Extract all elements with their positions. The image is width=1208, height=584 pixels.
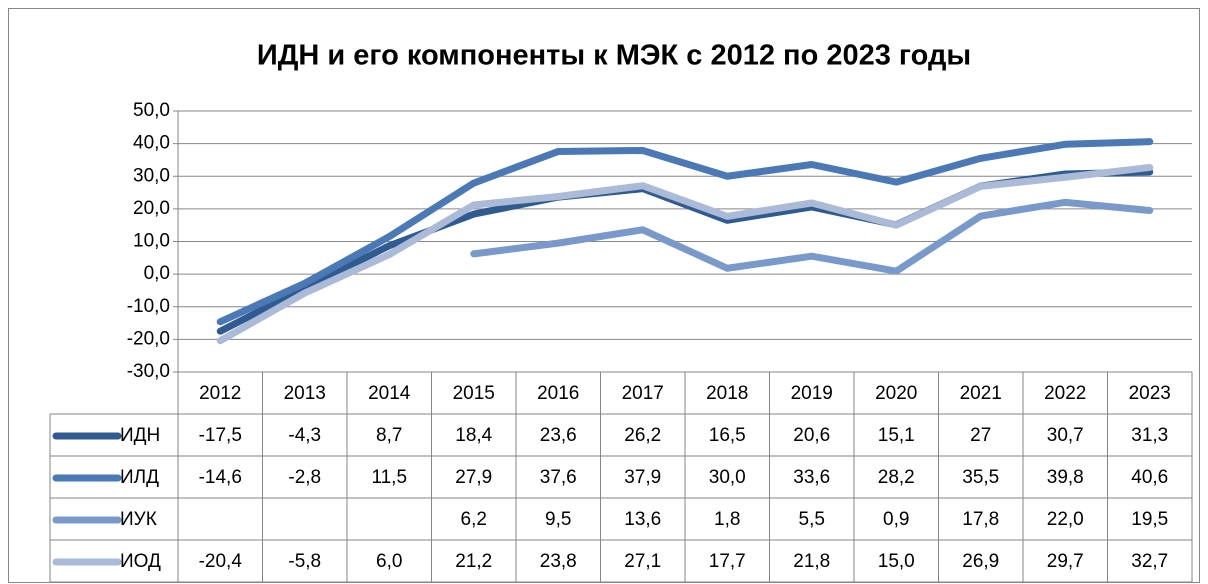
legend-label: ИДН — [120, 425, 160, 446]
x-tick-label: 2020 — [875, 383, 917, 404]
table-value: -2,8 — [288, 467, 321, 488]
table-value: -4,3 — [288, 425, 321, 446]
y-tick-label: 10,0 — [133, 231, 170, 252]
table-value: 20,6 — [793, 425, 830, 446]
table-value: 19,5 — [1131, 509, 1168, 530]
y-tick-label: 50,0 — [133, 100, 170, 121]
x-tick-label: 2016 — [537, 383, 579, 404]
table-value: 15,0 — [878, 551, 915, 572]
table-value: 8,7 — [376, 425, 402, 446]
table-value: 17,8 — [962, 509, 999, 530]
table-value: 16,5 — [709, 425, 746, 446]
table-value: -5,8 — [288, 551, 321, 572]
table-value: 29,7 — [1047, 551, 1084, 572]
table-value: 21,2 — [455, 551, 492, 572]
table-value: 28,2 — [878, 467, 915, 488]
table-value: 32,7 — [1131, 551, 1168, 572]
y-tick-label: -20,0 — [127, 328, 170, 349]
series-line — [216, 163, 1154, 345]
x-tick-label: 2017 — [622, 383, 664, 404]
table-value: 37,9 — [624, 467, 661, 488]
y-tick-label: 0,0 — [144, 263, 170, 284]
table-value: 27,1 — [624, 551, 661, 572]
table-value: 40,6 — [1131, 467, 1168, 488]
table-value: -20,4 — [199, 551, 243, 572]
y-tick-label: -30,0 — [127, 361, 170, 382]
chart-border — [8, 8, 1200, 583]
table-value: 33,6 — [793, 467, 830, 488]
table-value: 18,4 — [455, 425, 492, 446]
table-value: 13,6 — [624, 509, 661, 530]
table-value: 27 — [970, 425, 991, 446]
table-value: -17,5 — [199, 425, 242, 446]
chart-title: ИДН и его компоненты к МЭК с 2012 по 202… — [257, 40, 971, 72]
x-tick-label: 2015 — [453, 383, 495, 404]
legend-label: ИЛД — [120, 467, 159, 488]
table-value: 1,8 — [714, 509, 740, 530]
x-tick-label: 2013 — [284, 383, 326, 404]
table-value: 35,5 — [962, 467, 999, 488]
y-tick-label: 40,0 — [133, 133, 170, 154]
table-value: 23,6 — [540, 425, 577, 446]
series-line — [470, 198, 1154, 275]
x-tick-label: 2014 — [368, 383, 411, 404]
y-tick-label: 30,0 — [133, 165, 170, 186]
table-value: 30,7 — [1047, 425, 1084, 446]
table-value: 6,2 — [461, 509, 487, 530]
table-value: 11,5 — [371, 467, 407, 488]
table-value: 6,0 — [376, 551, 402, 572]
x-tick-label: 2019 — [791, 383, 833, 404]
x-tick-label: 2021 — [960, 383, 1002, 404]
table-value: 26,9 — [962, 551, 999, 572]
table-value: 23,8 — [540, 551, 577, 572]
table-value: 31,3 — [1131, 425, 1168, 446]
legend-label: ИОД — [120, 551, 161, 572]
table-value: 5,5 — [799, 509, 825, 530]
y-tick-label: -10,0 — [127, 296, 170, 317]
table-value: 9,5 — [545, 509, 571, 530]
x-tick-label: 2022 — [1044, 383, 1086, 404]
series-line — [216, 138, 1154, 326]
table-value: 39,8 — [1047, 467, 1084, 488]
table-value: 37,6 — [540, 467, 577, 488]
x-tick-label: 2018 — [706, 383, 748, 404]
y-tick-label: 20,0 — [133, 198, 170, 219]
legend-label: ИУК — [120, 509, 157, 530]
table-value: 30,0 — [709, 467, 746, 488]
table-value: 27,9 — [455, 467, 492, 488]
table-value: 0,9 — [883, 509, 909, 530]
x-tick-label: 2023 — [1129, 383, 1171, 404]
x-tick-label: 2012 — [199, 383, 241, 404]
table-value: 17,7 — [709, 551, 746, 572]
table-value: 21,8 — [793, 551, 830, 572]
table-value: 26,2 — [624, 425, 661, 446]
table-value: 22,0 — [1047, 509, 1084, 530]
table-value: -14,6 — [199, 467, 242, 488]
table-value: 15,1 — [878, 425, 915, 446]
